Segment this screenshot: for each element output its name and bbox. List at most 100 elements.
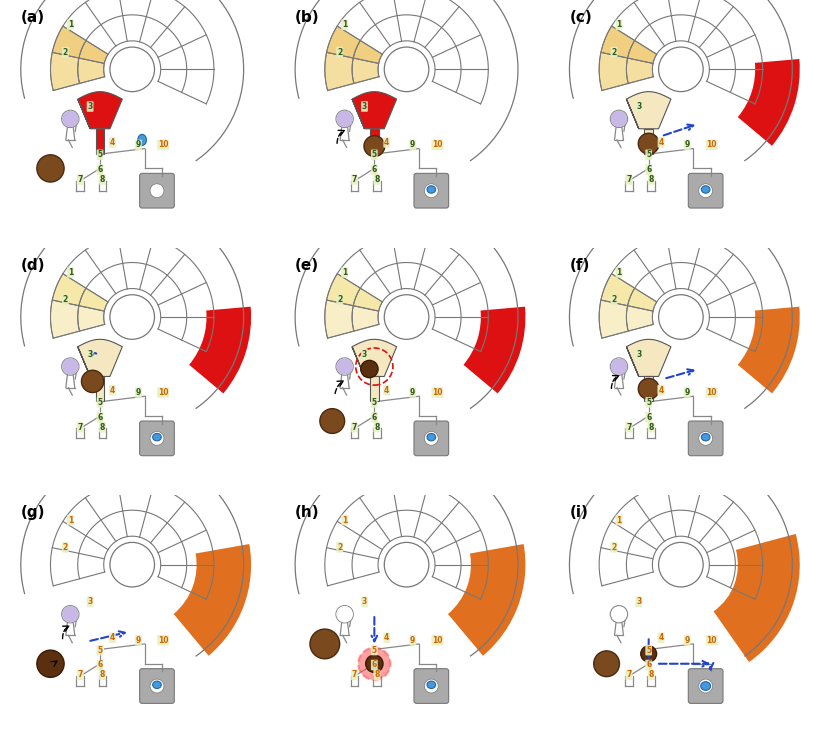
Circle shape (639, 133, 659, 154)
Polygon shape (77, 91, 123, 129)
Text: 4: 4 (658, 386, 663, 395)
Text: 8: 8 (649, 423, 653, 432)
Circle shape (639, 378, 659, 399)
Bar (644, 377, 653, 401)
FancyBboxPatch shape (688, 173, 723, 208)
Polygon shape (626, 340, 671, 377)
Text: 8: 8 (100, 423, 105, 432)
Wedge shape (737, 307, 800, 394)
Polygon shape (327, 273, 360, 305)
Text: 2: 2 (63, 543, 68, 552)
Circle shape (150, 184, 164, 198)
Bar (370, 377, 379, 401)
Text: (h): (h) (295, 505, 319, 520)
Wedge shape (189, 307, 251, 394)
Text: 5: 5 (97, 150, 103, 159)
Polygon shape (50, 52, 80, 91)
Wedge shape (448, 544, 525, 656)
Circle shape (310, 629, 340, 659)
Text: 9: 9 (685, 388, 690, 397)
Text: 2: 2 (611, 295, 616, 304)
Ellipse shape (701, 433, 710, 441)
Bar (370, 129, 379, 154)
Circle shape (611, 110, 628, 128)
Circle shape (358, 648, 390, 680)
Text: 10: 10 (158, 388, 169, 397)
Polygon shape (79, 288, 108, 311)
Text: 7: 7 (77, 670, 83, 679)
Circle shape (384, 295, 429, 340)
Text: 5: 5 (646, 150, 651, 159)
Text: 10: 10 (707, 636, 717, 645)
Circle shape (384, 47, 429, 91)
Text: 2: 2 (63, 48, 68, 56)
Text: (b): (b) (295, 10, 319, 25)
FancyBboxPatch shape (688, 421, 723, 455)
Circle shape (110, 295, 155, 340)
Text: 1: 1 (616, 516, 621, 525)
Text: 4: 4 (658, 138, 663, 147)
Bar (95, 377, 105, 401)
Text: (f): (f) (570, 258, 590, 273)
Text: 3: 3 (636, 102, 641, 111)
Text: 9: 9 (410, 388, 416, 397)
Polygon shape (626, 91, 671, 129)
Text: 5: 5 (372, 150, 377, 159)
Circle shape (336, 606, 353, 623)
FancyBboxPatch shape (140, 173, 174, 208)
Text: 9: 9 (685, 140, 690, 149)
Circle shape (658, 542, 703, 587)
Wedge shape (174, 544, 251, 656)
Text: 8: 8 (100, 175, 105, 184)
Text: 9: 9 (136, 388, 141, 397)
Circle shape (110, 47, 155, 91)
Polygon shape (353, 288, 383, 311)
Circle shape (611, 111, 627, 127)
Circle shape (611, 358, 628, 375)
Text: 7: 7 (77, 175, 83, 184)
Circle shape (593, 651, 620, 677)
Text: 9: 9 (410, 636, 416, 645)
Polygon shape (626, 305, 653, 331)
Ellipse shape (701, 186, 710, 193)
Circle shape (384, 542, 429, 587)
Polygon shape (599, 300, 628, 338)
Text: 2: 2 (63, 295, 68, 304)
Text: 6: 6 (646, 413, 651, 422)
Text: 10: 10 (432, 140, 443, 149)
Circle shape (699, 184, 713, 198)
Text: 2: 2 (337, 543, 342, 552)
Ellipse shape (700, 682, 710, 690)
Text: 10: 10 (432, 388, 443, 397)
Polygon shape (628, 288, 657, 311)
Text: 3: 3 (87, 350, 93, 359)
Circle shape (320, 409, 345, 433)
Polygon shape (77, 340, 123, 377)
Circle shape (699, 679, 713, 693)
Text: 8: 8 (374, 670, 379, 679)
Text: 1: 1 (67, 20, 73, 29)
Text: 1: 1 (616, 268, 621, 277)
Text: 8: 8 (374, 423, 379, 432)
Polygon shape (628, 40, 657, 63)
Text: 3: 3 (362, 102, 367, 111)
Circle shape (37, 155, 64, 182)
Circle shape (658, 295, 703, 340)
Ellipse shape (137, 134, 146, 146)
Circle shape (337, 111, 353, 127)
Text: 6: 6 (97, 413, 103, 422)
Polygon shape (53, 26, 86, 58)
Circle shape (425, 432, 439, 445)
Polygon shape (626, 58, 653, 83)
Circle shape (364, 136, 384, 157)
Text: 3: 3 (362, 597, 367, 606)
Text: 6: 6 (372, 413, 377, 422)
Polygon shape (352, 91, 397, 129)
Ellipse shape (427, 433, 435, 441)
Text: 6: 6 (372, 165, 377, 174)
FancyBboxPatch shape (414, 421, 449, 455)
Circle shape (658, 47, 703, 91)
Text: (e): (e) (295, 258, 319, 273)
Text: 7: 7 (352, 175, 357, 184)
Circle shape (62, 606, 78, 623)
